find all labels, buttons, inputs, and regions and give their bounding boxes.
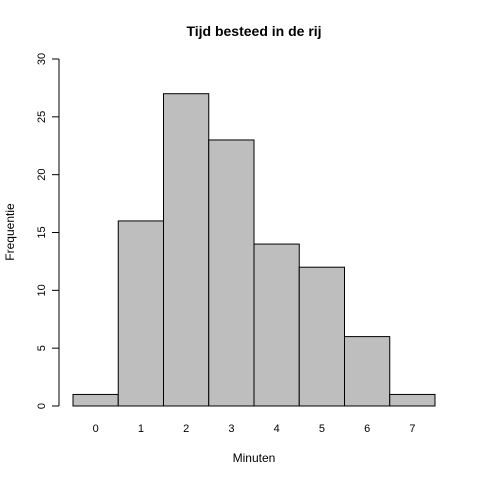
chart-title: Tijd besteed in de rij: [186, 23, 321, 39]
x-tick-label: 0: [93, 423, 99, 435]
y-tick-label: 5: [36, 345, 48, 351]
bar-6: [344, 336, 391, 407]
y-axis-label: Frequentie: [3, 203, 17, 261]
x-tick-labels: 0 1 2 3 4 5 6 7: [93, 423, 416, 435]
y-tick-label: 20: [36, 169, 48, 181]
bar-1: [117, 220, 164, 407]
bar-2: [163, 93, 210, 407]
x-tick-label: 4: [274, 423, 280, 435]
y-tick-label: 15: [36, 226, 48, 238]
y-tick-label: 10: [36, 284, 48, 296]
y-axis: 0 5 10 15 20 25 30: [36, 53, 60, 409]
x-tick-label: 1: [138, 423, 144, 435]
y-tick-label: 25: [36, 111, 48, 123]
bar-4: [253, 243, 300, 407]
bar-0: [72, 393, 119, 407]
x-tick-label: 6: [364, 423, 370, 435]
y-tick-label: 30: [36, 53, 48, 65]
x-tick-label: 3: [228, 423, 234, 435]
x-tick-label: 7: [409, 423, 415, 435]
y-tick-label: 0: [36, 403, 48, 409]
x-tick-label: 5: [319, 423, 325, 435]
bar-3: [208, 139, 255, 407]
bar-7: [389, 393, 436, 407]
x-tick-label: 2: [183, 423, 189, 435]
bar-5: [298, 266, 345, 407]
bars-group: [72, 93, 436, 407]
x-axis-label: Minuten: [233, 451, 276, 465]
